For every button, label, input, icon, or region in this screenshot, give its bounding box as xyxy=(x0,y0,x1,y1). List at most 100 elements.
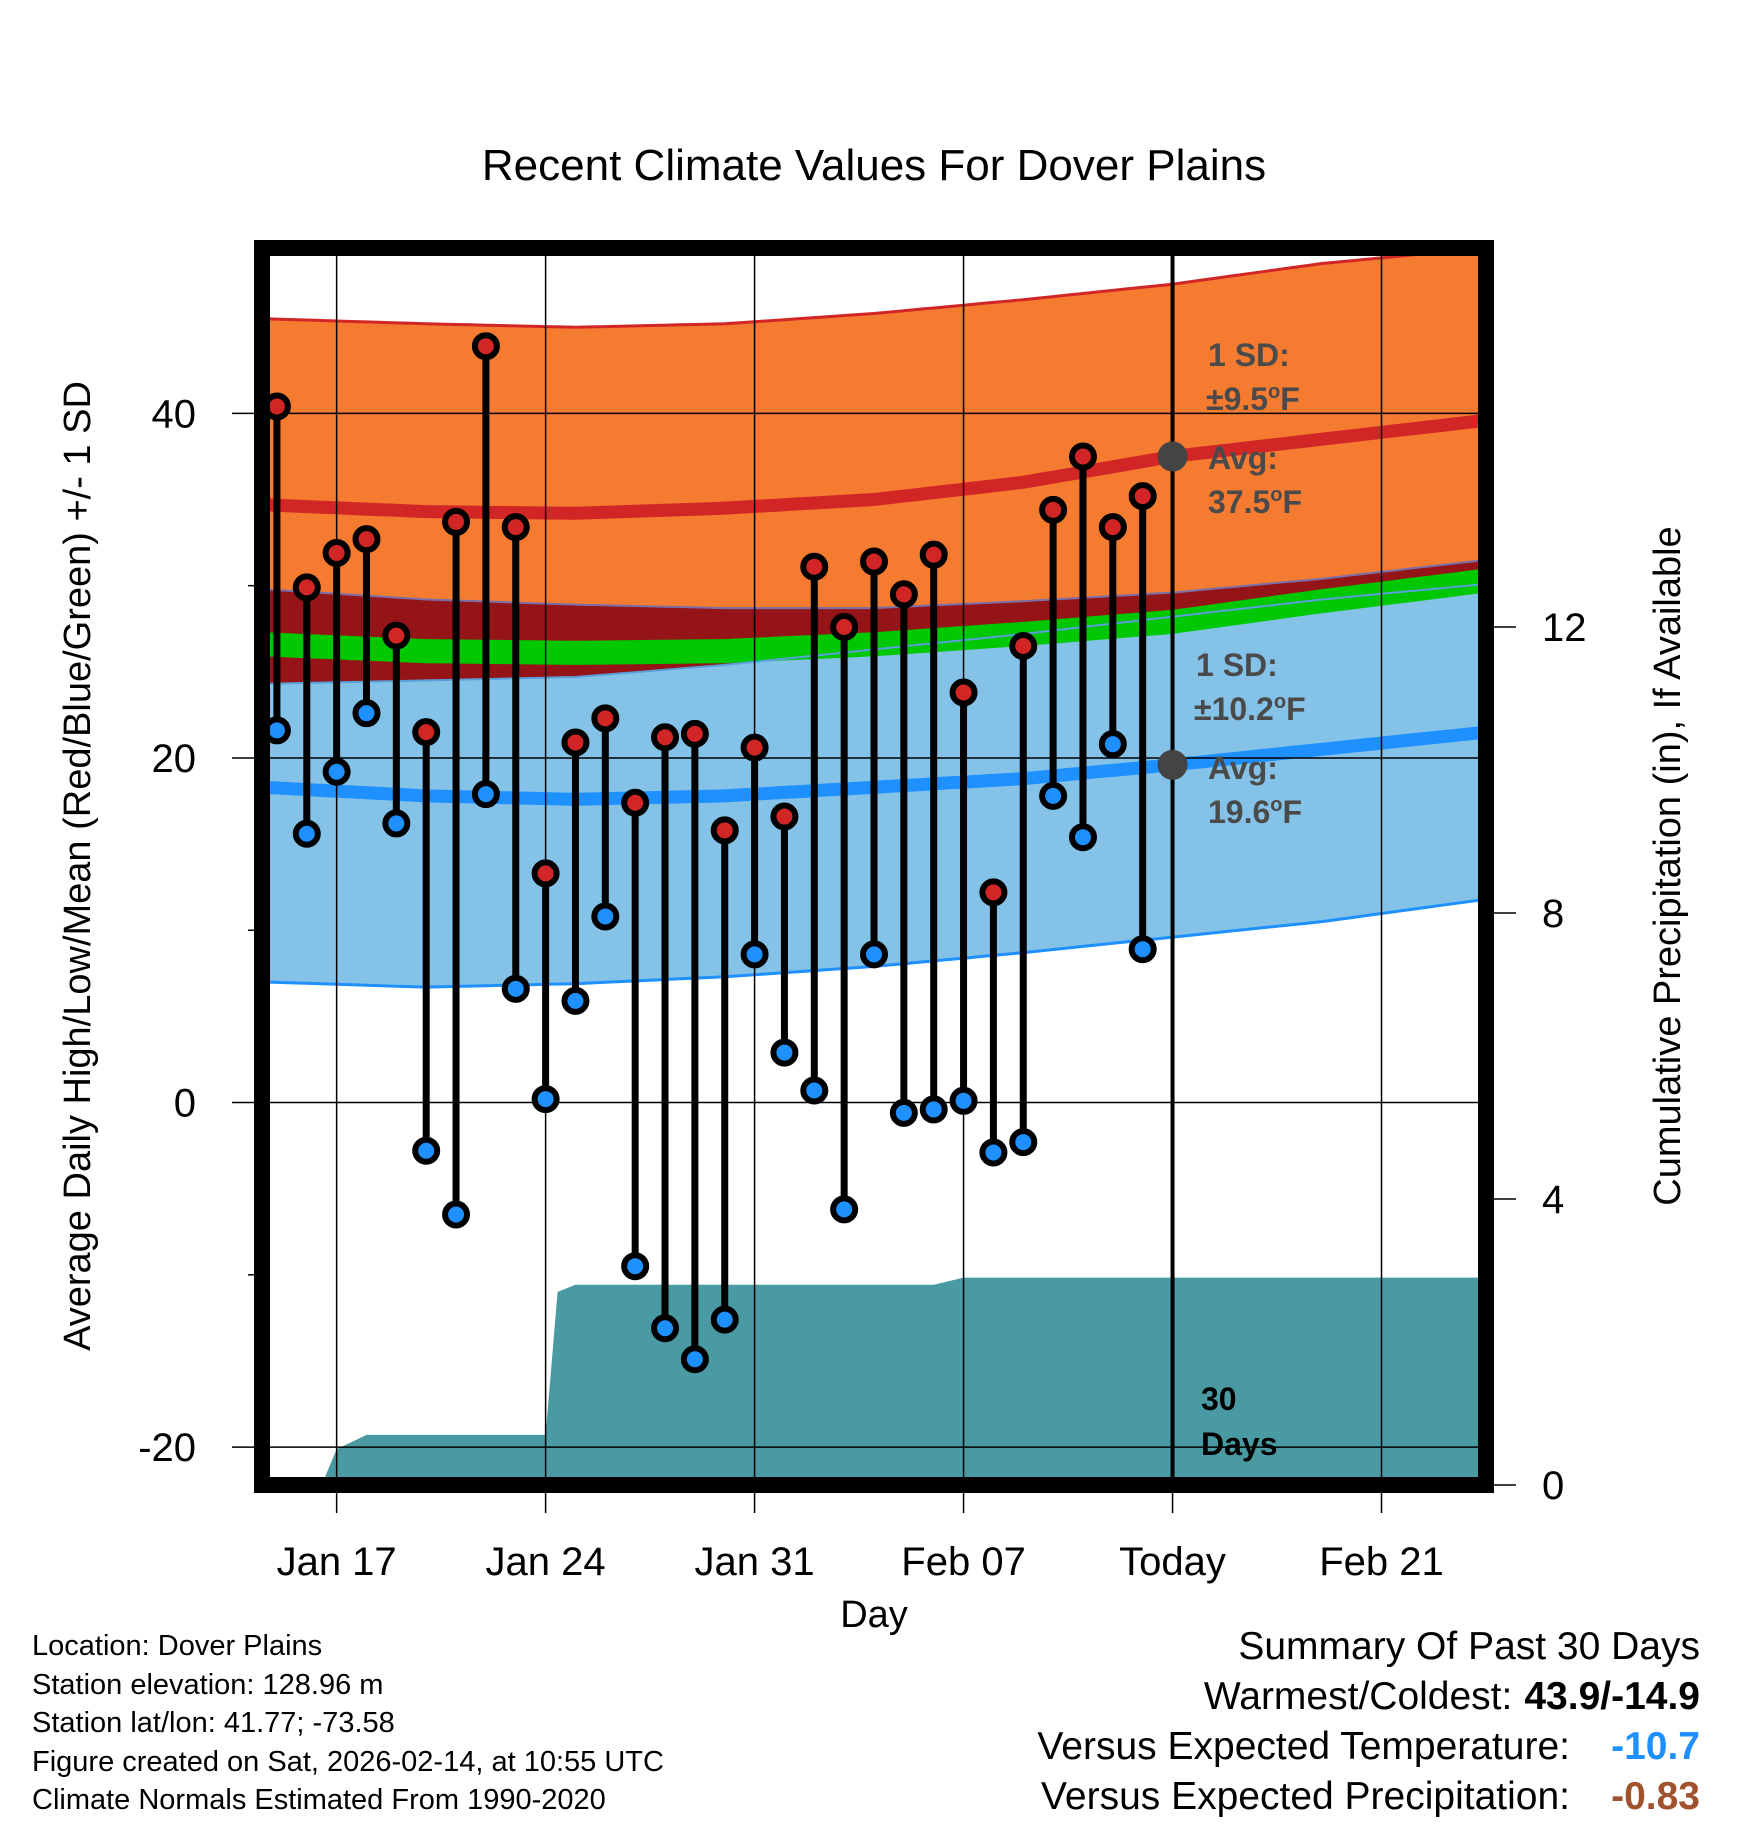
low-avg-label: Avg: xyxy=(1208,750,1278,786)
daily-high-point xyxy=(382,621,411,650)
x-tick-label: Today xyxy=(1119,1540,1226,1584)
y-tick-label-right: 8 xyxy=(1542,892,1564,936)
x-tick-label: Jan 17 xyxy=(277,1540,397,1584)
daily-high-point xyxy=(531,859,560,888)
daily-low-point xyxy=(442,1200,471,1229)
x-tick-label: Jan 24 xyxy=(486,1540,606,1584)
location-text: Location: Dover Plains xyxy=(32,1630,323,1662)
y-tick-label-left: 20 xyxy=(152,737,197,781)
daily-high-point xyxy=(442,507,471,536)
daily-low-point xyxy=(979,1138,1008,1167)
daily-low-point xyxy=(949,1086,978,1115)
daily-high-point xyxy=(770,802,799,831)
daily-low-point xyxy=(770,1038,799,1067)
daily-low-point xyxy=(412,1136,441,1165)
daily-high-point xyxy=(651,723,680,752)
daily-high-point xyxy=(621,788,650,817)
y-axis-label-left: Average Daily High/Low/Mean (Red/Blue/Gr… xyxy=(57,381,99,1351)
temp-value: -10.7 xyxy=(1611,1725,1700,1768)
warm-cold-value: 43.9/-14.9 xyxy=(1524,1675,1700,1718)
y-axis-label-right: Cumulative Precipitation (in), If Availa… xyxy=(1647,526,1689,1205)
daily-low-point xyxy=(740,940,769,969)
daily-high-point xyxy=(1068,442,1097,471)
y-tick-label-right: 0 xyxy=(1542,1464,1564,1508)
plot-frame xyxy=(254,240,1494,1493)
y-tick-label-left: 0 xyxy=(174,1082,196,1126)
high-sd-label: 1 SD: xyxy=(1208,337,1290,373)
daily-low-point xyxy=(471,780,500,809)
daily-high-point xyxy=(1128,482,1157,511)
daily-low-point xyxy=(1128,935,1157,964)
daily-high-point xyxy=(1098,513,1127,542)
daily-low-point xyxy=(382,809,411,838)
daily-high-point xyxy=(919,540,948,569)
daily-high-point xyxy=(860,547,888,576)
daily-high-point xyxy=(322,538,351,567)
daily-low-point xyxy=(651,1314,680,1343)
daily-high-point xyxy=(830,613,859,642)
daily-high-point xyxy=(561,728,590,757)
summary-panel: Summary Of Past 30 Days Warmest/Coldest:… xyxy=(1037,1622,1700,1822)
high-avg-marker xyxy=(1157,441,1188,472)
daily-high-point xyxy=(740,733,769,762)
low-sd-label: 1 SD: xyxy=(1196,647,1278,683)
daily-high-point xyxy=(292,573,321,602)
daily-low-point xyxy=(1068,823,1097,852)
daily-high-point xyxy=(680,719,709,748)
warm-cold-row: Warmest/Coldest: 43.9/-14.9 xyxy=(1037,1672,1700,1722)
high-upper-edge xyxy=(262,248,1486,329)
x-axis-label: Day xyxy=(840,1594,908,1636)
daily-high-point xyxy=(1009,631,1038,660)
daily-low-point xyxy=(1039,781,1068,810)
station-info: Location: Dover Plains Station elevation… xyxy=(32,1627,664,1820)
latlon-text: Station lat/lon: 41.77; -73.58 xyxy=(32,1707,395,1739)
precip-row: Versus Expected Precipitation: -0.83 xyxy=(1037,1772,1700,1822)
precip-value: -0.83 xyxy=(1611,1775,1700,1818)
elevation-text: Station elevation: 128.96 m xyxy=(32,1668,384,1701)
daily-low-point xyxy=(800,1076,829,1105)
daily-low-point xyxy=(919,1095,948,1124)
daily-low-point xyxy=(501,974,530,1003)
daily-high-point xyxy=(471,332,500,361)
precip-days-label: Days xyxy=(1201,1426,1278,1462)
low-avg-value: 19.6oF xyxy=(1208,794,1302,830)
daily-low-point xyxy=(621,1252,650,1281)
y-tick-label-left: -20 xyxy=(138,1426,196,1470)
temp-label: Versus Expected Temperature: xyxy=(1037,1725,1570,1768)
y-tick-label-right: 12 xyxy=(1542,606,1587,650)
daily-low-point xyxy=(1009,1128,1038,1157)
daily-high-point xyxy=(412,718,441,747)
daily-low-point xyxy=(830,1195,859,1224)
daily-high-point xyxy=(501,513,530,542)
daily-low-point xyxy=(561,986,590,1015)
chart-title: Recent Climate Values For Dover Plains xyxy=(482,141,1266,190)
daily-low-point xyxy=(591,902,620,931)
low-sd-value: ±10.2oF xyxy=(1194,691,1306,727)
summary-heading: Summary Of Past 30 Days xyxy=(1238,1625,1700,1668)
daily-low-point xyxy=(680,1345,709,1374)
daily-low-point xyxy=(710,1305,739,1334)
daily-low-point xyxy=(889,1098,918,1127)
x-tick-label: Feb 07 xyxy=(901,1540,1026,1584)
precip-days-count: 30 xyxy=(1201,1381,1237,1417)
x-tick-label: Feb 21 xyxy=(1319,1540,1444,1584)
y-tick-label-right: 4 xyxy=(1542,1178,1564,1222)
daily-high-point xyxy=(710,816,739,845)
created-text: Figure created on Sat, 2026-02-14, at 10… xyxy=(32,1745,664,1778)
daily-high-point xyxy=(949,678,978,707)
temp-row: Versus Expected Temperature: -10.7 xyxy=(1037,1722,1700,1772)
high-sd-value: ±9.5oF xyxy=(1206,381,1300,417)
normal-high-line xyxy=(262,413,1486,520)
mean-band xyxy=(262,568,1486,665)
precip-label: Versus Expected Precipitation: xyxy=(1041,1775,1570,1818)
daily-high-point xyxy=(352,525,381,554)
daily-high-point xyxy=(889,580,918,609)
high-avg-label: Avg: xyxy=(1208,440,1278,476)
y-tick-label-left: 40 xyxy=(152,392,197,436)
daily-low-point xyxy=(860,940,888,969)
daily-low-point xyxy=(292,819,321,848)
low-avg-marker xyxy=(1157,749,1188,780)
daily-high-point xyxy=(979,878,1008,907)
high-avg-value: 37.5oF xyxy=(1208,484,1302,520)
